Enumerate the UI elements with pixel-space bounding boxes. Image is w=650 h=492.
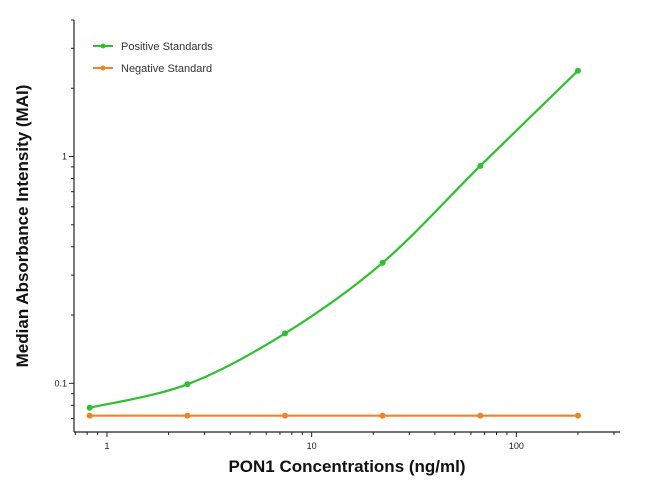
data-point	[379, 412, 386, 419]
axes: 1 10 100 0.1 1	[54, 19, 620, 451]
y-tick-label: 0.1	[54, 378, 67, 388]
x-axis-label: PON1 Concentrations (ng/ml)	[228, 457, 465, 476]
data-point	[379, 259, 386, 266]
data-point	[282, 330, 289, 337]
legend-swatch-marker	[100, 65, 106, 71]
data-point	[574, 412, 581, 419]
y-tick-label: 1	[62, 152, 67, 162]
series-layer	[86, 67, 581, 419]
y-axis-label: Median Absorbance Intensity (MAI)	[13, 85, 32, 368]
legend: Positive Standards Negative Standard	[93, 41, 213, 75]
legend-label: Positive Standards	[121, 41, 213, 53]
data-point	[574, 67, 581, 74]
legend-swatch-marker	[100, 43, 106, 49]
legend-label: Negative Standard	[121, 63, 212, 75]
data-point	[184, 412, 191, 419]
series-line-0	[89, 69, 579, 409]
x-tick-label: 10	[307, 441, 317, 451]
data-point	[282, 412, 289, 419]
data-point	[184, 381, 191, 388]
data-point	[477, 162, 484, 169]
x-tick-label: 100	[509, 441, 524, 451]
x-tick-label: 1	[104, 441, 109, 451]
data-point	[86, 404, 93, 411]
data-point	[477, 412, 484, 419]
data-point	[86, 412, 93, 419]
